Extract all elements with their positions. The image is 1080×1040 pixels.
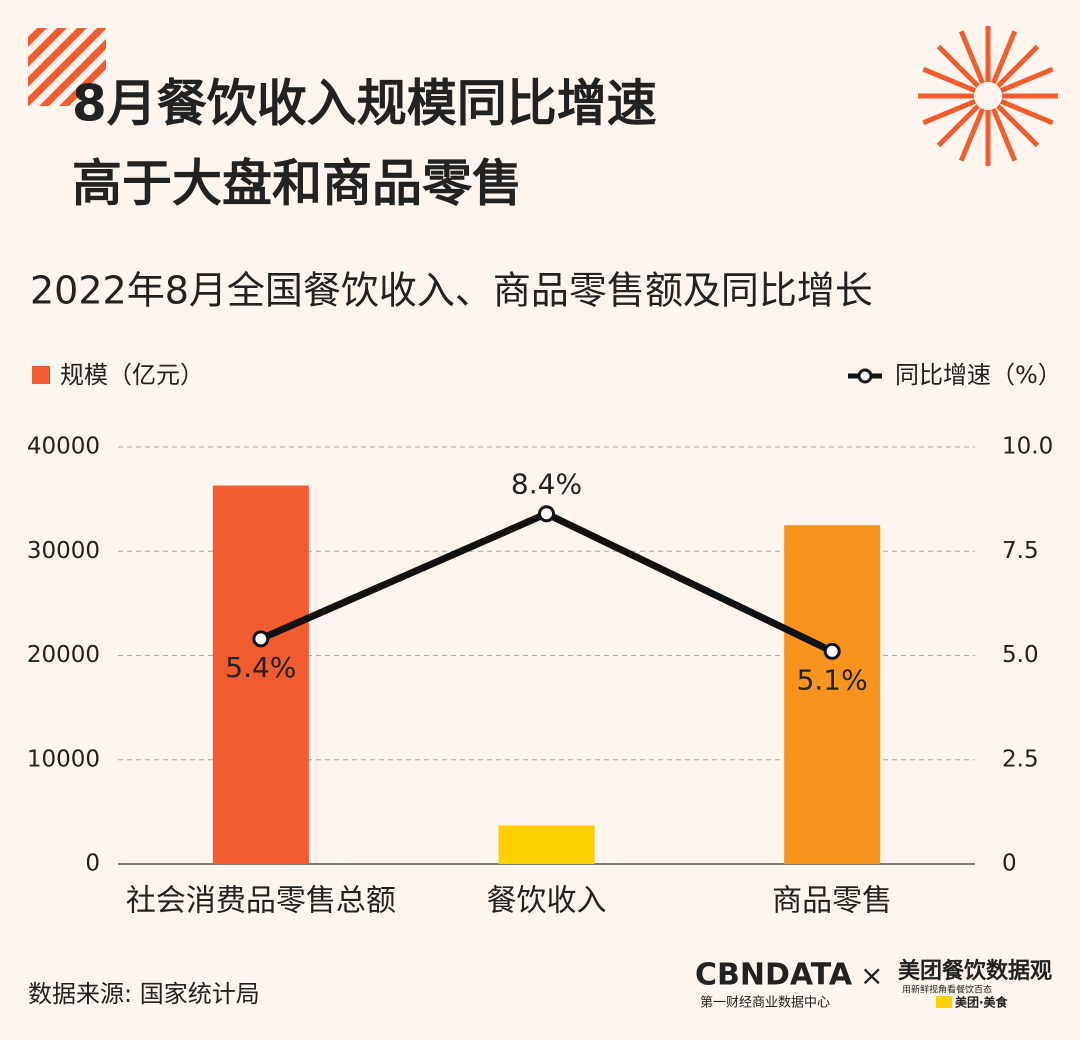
y2-tick-label: 0 xyxy=(1002,851,1017,877)
y2-tick-label: 2.5 xyxy=(1002,746,1039,772)
x-tick-label: 餐饮收入 xyxy=(487,884,607,919)
line-marker xyxy=(252,630,270,648)
data-label: 5.1% xyxy=(797,663,868,696)
title-line: 高于大盘和商品零售 xyxy=(72,155,522,213)
y-tick-label: 0 xyxy=(85,851,100,877)
brand-logo: 美团餐饮数据观 xyxy=(898,958,1052,984)
data-label: 8.4% xyxy=(511,468,582,501)
legend-label: 规模（亿元） xyxy=(60,361,204,389)
y-tick-label: 40000 xyxy=(27,434,100,460)
legend-swatch xyxy=(32,366,50,384)
brand-logo: CBNDATA xyxy=(695,958,853,993)
line-marker xyxy=(823,642,841,660)
y-tick-label: 10000 xyxy=(27,746,100,772)
y2-tick-label: 10.0 xyxy=(1002,434,1053,460)
brand-separator: × xyxy=(860,959,883,992)
brand-tag: 美团·美食 xyxy=(955,995,1009,1010)
legend-marker xyxy=(857,368,873,384)
x-tick-label: 商品零售 xyxy=(772,884,892,919)
brand-subtitle: 第一财经商业数据中心 xyxy=(700,996,830,1011)
source: 数据来源: 国家统计局 xyxy=(28,980,260,1008)
bar xyxy=(784,525,881,864)
bar xyxy=(498,825,595,864)
y2-tick-label: 5.0 xyxy=(1002,642,1039,668)
y-tick-label: 20000 xyxy=(27,642,100,668)
brand-subtitle: 用新鲜视角看餐饮百态 xyxy=(902,984,992,996)
brand-badge xyxy=(936,996,952,1008)
stripes-decoration xyxy=(28,28,106,106)
bar xyxy=(212,485,309,864)
data-label: 5.4% xyxy=(225,651,296,684)
x-tick-label: 社会消费品零售总额 xyxy=(126,884,396,919)
sunburst-decoration xyxy=(918,26,1058,166)
legend-label: 同比增速（%） xyxy=(895,361,1062,389)
y2-tick-label: 7.5 xyxy=(1002,538,1039,564)
y-tick-label: 30000 xyxy=(27,538,100,564)
title-line: 8月餐饮收入规模同比增速 xyxy=(72,75,657,133)
subtitle: 2022年8月全国餐饮收入、商品零售额及同比增长 xyxy=(30,269,873,313)
line-marker xyxy=(538,505,555,523)
